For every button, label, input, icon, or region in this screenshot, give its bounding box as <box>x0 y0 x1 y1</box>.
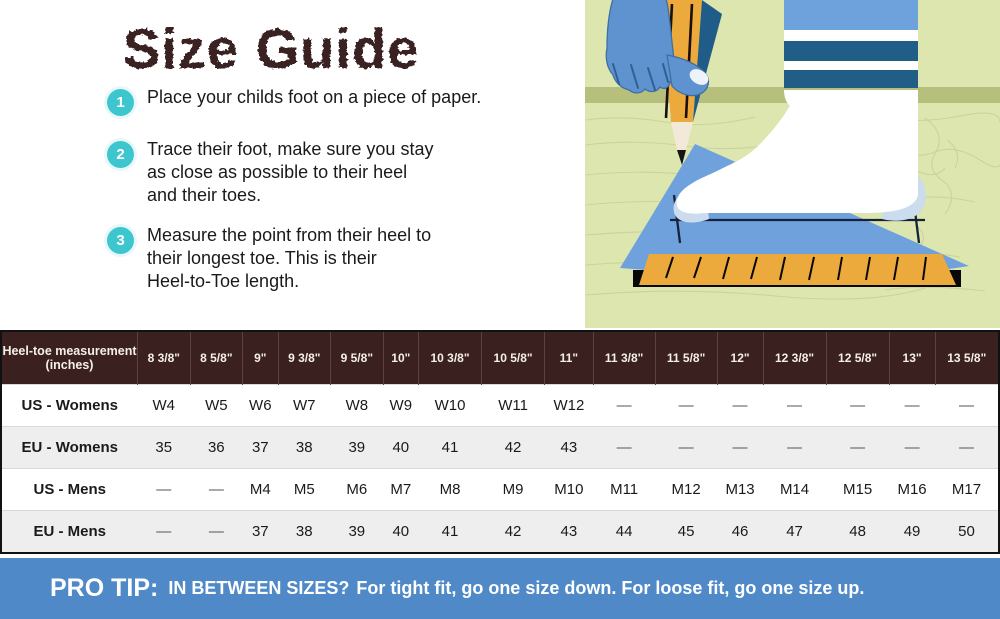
svg-text:Size Guide: Size Guide <box>123 17 419 80</box>
